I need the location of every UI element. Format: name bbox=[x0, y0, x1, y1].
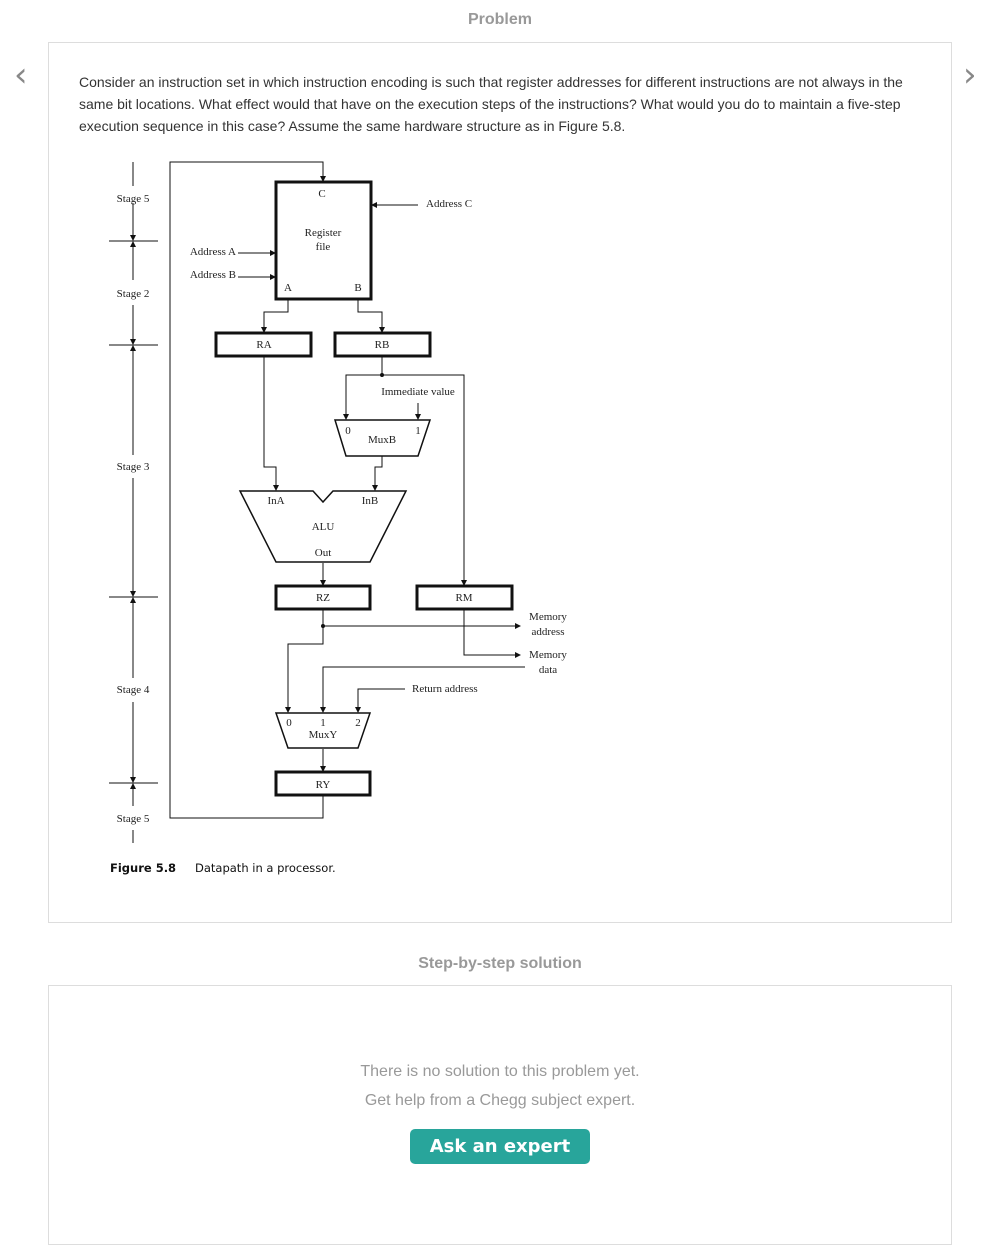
stage-label: Stage 5 bbox=[117, 193, 150, 205]
address-b-label: Address B bbox=[190, 269, 236, 281]
stage-label: Stage 3 bbox=[117, 461, 150, 473]
address-a-label: Address A bbox=[190, 246, 236, 258]
alu-out: Out bbox=[315, 547, 332, 559]
datapath-figure: Stage 5 Stage 2 Stage 3 Stage 4 Stage 5 … bbox=[109, 161, 567, 875]
chevron-right-icon[interactable]: › bbox=[963, 55, 977, 95]
ra-label: RA bbox=[256, 339, 271, 351]
rz-label: RZ bbox=[316, 592, 330, 604]
muxy-label: MuxY bbox=[309, 729, 338, 741]
port-b-label: B bbox=[354, 282, 361, 294]
solution-heading: Step-by-step solution bbox=[418, 955, 582, 972]
ask-expert-button[interactable]: Ask an expert bbox=[410, 1129, 590, 1164]
stage-label: Stage 5 bbox=[117, 813, 150, 825]
memory-data-label: Memory bbox=[529, 649, 567, 661]
register-file-label: file bbox=[316, 241, 331, 253]
get-help-text: Get help from a Chegg subject expert. bbox=[364, 1092, 636, 1109]
rm-label: RM bbox=[455, 592, 472, 604]
muxb-in0: 0 bbox=[345, 425, 351, 437]
stage-label: Stage 2 bbox=[117, 288, 150, 300]
port-c-label: C bbox=[318, 188, 325, 200]
problem-card bbox=[48, 42, 952, 923]
return-address-label: Return address bbox=[412, 683, 478, 695]
no-solution-text: There is no solution to this problem yet… bbox=[360, 1063, 640, 1080]
alu-ina: InA bbox=[267, 495, 284, 507]
muxy-in2: 2 bbox=[355, 717, 361, 729]
alu-label: ALU bbox=[312, 521, 335, 533]
stage-label: Stage 4 bbox=[117, 684, 150, 696]
memory-data-label: data bbox=[539, 664, 557, 676]
muxb-label: MuxB bbox=[368, 434, 396, 446]
problem-text: Consider an instruction set in which ins… bbox=[79, 74, 903, 134]
figure-number: Figure 5.8 bbox=[110, 861, 176, 875]
muxb-in1: 1 bbox=[415, 425, 421, 437]
chevron-left-icon[interactable]: ‹ bbox=[14, 55, 28, 95]
figure-caption: Datapath in a processor. bbox=[195, 861, 336, 875]
rb-label: RB bbox=[375, 339, 390, 351]
port-a-label: A bbox=[284, 282, 292, 294]
alu-inb: InB bbox=[362, 495, 379, 507]
address-c-label: Address C bbox=[426, 198, 472, 210]
solution-card bbox=[48, 985, 952, 1245]
memory-address-label: Memory bbox=[529, 611, 567, 623]
memory-address-label: address bbox=[532, 626, 565, 638]
muxy-in1: 1 bbox=[320, 717, 326, 729]
muxy-in0: 0 bbox=[286, 717, 292, 729]
register-file-label: Register bbox=[305, 227, 342, 239]
ry-label: RY bbox=[316, 779, 331, 791]
problem-heading: Problem bbox=[467, 11, 532, 28]
immediate-label: Immediate value bbox=[381, 386, 455, 398]
